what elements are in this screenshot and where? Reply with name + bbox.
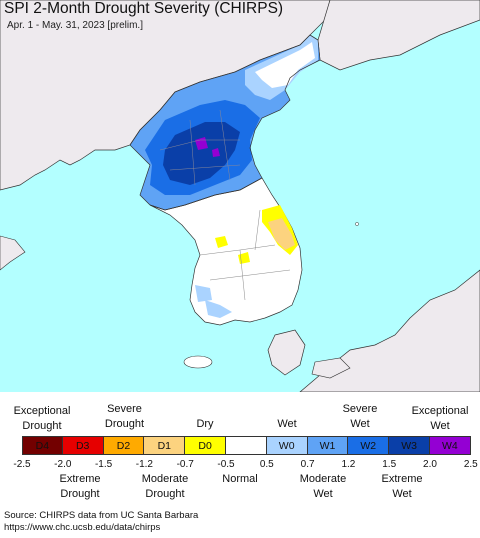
drought-map: [0, 0, 480, 392]
south-korea-w0-sw: [195, 285, 212, 302]
legend-label-moderate-wet: Moderate Wet: [299, 473, 347, 500]
map-title: SPI 2-Month Drought Severity (CHIRPS): [4, 0, 284, 17]
legend-bin-w1: W1: [307, 436, 349, 455]
ulleung-island: [355, 222, 359, 226]
nk-province-lines: [159, 109, 241, 186]
legend-tick: 0.5: [259, 459, 274, 470]
jeju-island: [183, 355, 213, 369]
legend-bin-d2: D2: [103, 436, 145, 455]
legend-bin-d4: D4: [22, 436, 63, 455]
legend-bin-d3: D3: [62, 436, 104, 455]
china-left-coast: [0, 235, 26, 271]
legend-label-wet: Wet: [277, 418, 297, 430]
dmz-border: [149, 177, 263, 211]
legend-tick: -1.2: [135, 459, 153, 470]
legend-tick: 2.5: [463, 459, 478, 470]
legend-tick: 2.0: [423, 459, 437, 470]
legend-tick: -0.5: [217, 459, 235, 470]
legend-label-dry: Dry: [196, 418, 214, 430]
legend-bin-w0: W0: [266, 436, 308, 455]
nk-west-coast: [129, 144, 151, 206]
legend-label-normal: Normal: [222, 473, 258, 485]
legend-label-severe-drought: Severe Drought: [104, 403, 145, 430]
legend-tick: -2.0: [54, 459, 72, 470]
legend-bin-d1: D1: [144, 436, 186, 455]
source-credit: Source: CHIRPS data from UC Santa Barbar…: [4, 510, 198, 534]
legend-tick: 1.2: [341, 459, 356, 470]
japan-shikoku: [311, 357, 351, 379]
legend-label-exceptional-drought: Exceptional Drought: [13, 405, 71, 432]
legend-bin-w2: W2: [348, 436, 390, 455]
south-korea-d0-w: [215, 236, 228, 248]
legend-tick: -2.5: [13, 459, 31, 470]
legend-label-moderate-drought: Moderate Drought: [141, 473, 189, 500]
nk-east-coast: [249, 39, 321, 179]
legend-bins: D4 D3 D2 D1 D0 W0 W1 W2 W3 W4: [22, 436, 471, 455]
source-line-1: Source: CHIRPS data from UC Santa Barbar…: [4, 510, 199, 521]
legend-label-severe-wet: Severe Wet: [342, 403, 378, 430]
source-url[interactable]: https://www.chc.ucsb.edu/data/chirps: [4, 522, 161, 533]
legend-bin-d0: D0: [185, 436, 226, 455]
north-korea-w4b: [212, 148, 220, 157]
japan-honshu: [299, 269, 480, 392]
south-korea-w1: [205, 300, 232, 318]
north-korea-white: [255, 42, 315, 88]
south-korea-d1: [268, 218, 295, 250]
legend-tick: 0.7: [300, 459, 315, 470]
legend-bin-w4: W4: [429, 436, 471, 455]
legend-label-extreme-wet: Extreme Wet: [381, 473, 423, 500]
legend-bin-w3: W3: [389, 436, 430, 455]
map-subtitle: Apr. 1 - May. 31, 2023 [prelim.]: [7, 20, 143, 31]
legend-label-exceptional-wet: Exceptional Wet: [411, 405, 469, 432]
legend-label-extreme-drought: Extreme Drought: [59, 473, 101, 500]
sk-province-lines: [199, 209, 291, 301]
legend-tick: -1.5: [94, 459, 113, 470]
korea-china-border: [129, 34, 319, 146]
japan-kyushu: [267, 329, 306, 376]
legend-bin-normal: [225, 436, 267, 455]
legend-tick: 1.5: [382, 459, 397, 470]
legend-tick: -0.7: [176, 459, 194, 470]
